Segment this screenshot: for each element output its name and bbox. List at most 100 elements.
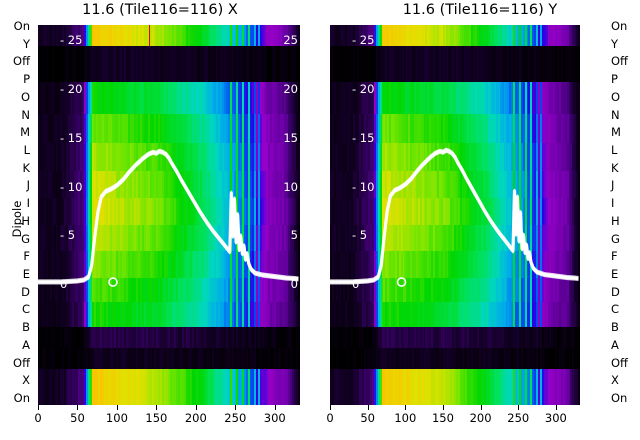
category-label: N: [611, 107, 620, 122]
category-label: P: [611, 72, 618, 87]
x-tick: [480, 405, 482, 410]
category-label: On: [13, 391, 30, 405]
heatmap-cells: [38, 25, 300, 405]
x-tick-label: 200: [469, 411, 492, 425]
category-label: Y: [22, 36, 30, 51]
heatmap-row: [38, 25, 300, 47]
x-tick-label: 200: [184, 411, 207, 425]
overlay-trace: [330, 147, 579, 287]
heatmap-row: [38, 114, 300, 144]
heatmap-row: [330, 197, 580, 226]
x-tick-label: 250: [507, 411, 530, 425]
heatmap-image[interactable]: - 25- 20- 15- 10- 5 0 25 20 15 10 5 0: [38, 25, 300, 405]
heatmap-row: [330, 82, 580, 115]
heatmap-row: [38, 171, 300, 199]
heatmap-row: [330, 114, 580, 144]
category-label: K: [611, 160, 619, 175]
category-label: M: [20, 125, 30, 140]
category-label: Y: [611, 36, 619, 51]
x-tick-label: 0: [34, 411, 42, 425]
panel-title: 11.6 (Tile116=116) X: [82, 2, 238, 18]
trace-marker[interactable]: [396, 277, 407, 287]
category-label: L: [611, 143, 618, 157]
heatmap-cells: [330, 25, 580, 405]
category-label: B: [611, 320, 619, 335]
x-tick: [156, 405, 158, 410]
inner-ytick-left: - 10: [352, 179, 375, 194]
x-tick: [38, 405, 39, 410]
category-label: F: [611, 249, 618, 264]
trace-marker[interactable]: [108, 277, 118, 287]
heatmap-row: [330, 348, 580, 370]
category-label: E: [22, 267, 30, 281]
x-tick-label: 100: [394, 411, 417, 425]
trace-stroke: [38, 149, 299, 284]
category-label: On: [611, 391, 628, 405]
category-label: H: [611, 213, 620, 228]
category-label: J: [26, 178, 30, 193]
heatmap-row: [38, 302, 300, 328]
category-label: O: [611, 89, 621, 104]
category-label: G: [21, 231, 30, 246]
inner-ytick-left: - 15: [60, 130, 83, 145]
x-tick-label: 150: [431, 411, 454, 425]
x-tick: [235, 405, 237, 410]
trace-stroke: [330, 147, 579, 282]
inner-ytick-left: - 25: [352, 33, 375, 48]
category-label: C: [611, 302, 620, 317]
category-label: L: [23, 143, 30, 157]
heatmap-row: [330, 327, 580, 349]
x-tick: [116, 405, 118, 410]
category-label: A: [22, 337, 30, 352]
category-label: F: [23, 249, 30, 264]
panel-x: 11.6 (Tile116=116) X - 25 - 20 - 15 - 10 - 5 0…: [34, 2, 300, 435]
category-label: X: [22, 373, 30, 388]
category-label: A: [611, 337, 619, 352]
category-label: G: [611, 231, 620, 246]
category-label: C: [21, 302, 30, 317]
x-tick: [555, 405, 557, 410]
inner-ytick-right: 0: [290, 277, 298, 291]
x-tick-label: 50: [70, 411, 85, 425]
x-axis: 0 50 100 150 200 250 300: [34, 405, 300, 435]
trace-stroke: [330, 148, 579, 284]
heatmap-row: [330, 45, 580, 83]
category-label: D: [611, 284, 620, 299]
heatmap-row: [330, 368, 580, 405]
trace-stroke: [330, 150, 579, 285]
category-label: E: [611, 267, 619, 281]
red-marker-line: [149, 25, 151, 46]
inner-ytick-left: - 5: [352, 228, 368, 243]
heatmap-row: [38, 45, 300, 83]
category-label: B: [22, 320, 30, 335]
x-tick: [195, 405, 197, 410]
heatmap-row: [38, 348, 300, 370]
x-tick: [274, 405, 276, 410]
x-tick-label: 100: [105, 411, 128, 425]
heatmap-row: [38, 251, 300, 279]
category-labels-left: On Y Off P O N M L K J I H G F E D C B A Off X On: [0, 0, 32, 440]
inner-ytick-left: - 25: [60, 33, 83, 48]
category-label: X: [611, 373, 619, 388]
x-tick-label: 50: [360, 411, 375, 425]
category-label: K: [22, 160, 30, 175]
inner-ytick-left: - 15: [352, 130, 375, 145]
trace-stroke: [38, 151, 299, 285]
inner-ytick-right: 20: [283, 82, 298, 96]
x-tick-label: 0: [326, 411, 334, 425]
inner-ytick-right: 10: [283, 179, 298, 194]
overlay-trace: [38, 148, 299, 287]
x-tick: [405, 405, 407, 410]
category-label: O: [20, 89, 30, 104]
inner-ytick-right: 25: [283, 33, 298, 48]
category-label: Off: [13, 54, 30, 69]
heatmap-row: [38, 277, 300, 303]
heatmap-row: [38, 368, 300, 405]
inner-ytick-left: - 10: [60, 179, 83, 194]
heatmap-row: [38, 82, 300, 115]
category-label: On: [13, 19, 30, 33]
inner-ytick-left: - 5: [60, 228, 76, 243]
inner-ytick-right: 5: [290, 228, 298, 243]
